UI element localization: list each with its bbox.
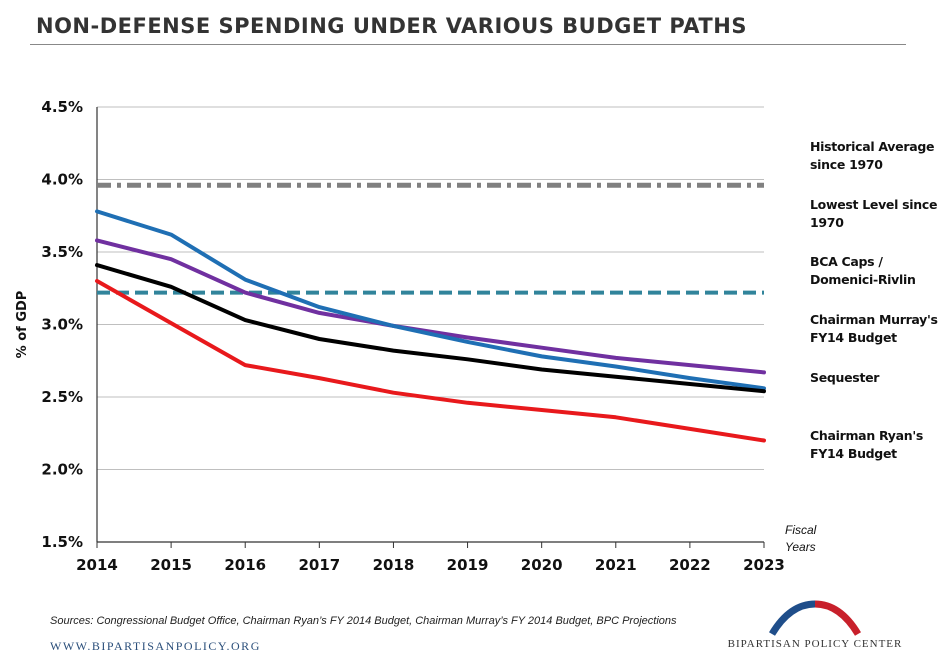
x-tick-label: 2018 [373, 556, 415, 574]
legend-label-line: Chairman Murray's [810, 312, 938, 327]
legend-label-line: 1970 [810, 215, 844, 230]
x-tick-label: 2022 [669, 556, 711, 574]
y-tick-label: 1.5% [41, 533, 83, 551]
legend-label-murray: Chairman Murray's FY14 Budget [810, 311, 940, 347]
line-chart: 1.5% 2.0% 2.5% 3.0% 3.5% 4.0% 4.5% 2014 2015 2016… [15, 98, 785, 574]
bpc-logo: BIPARTISAN POLICY CENTER [720, 598, 910, 658]
x-tick-label: 2023 [743, 556, 785, 574]
x-tick-label: 2021 [595, 556, 637, 574]
bpc-logo-arcs [768, 600, 862, 636]
legend-label-line: FY14 Budget [810, 330, 897, 345]
series-line-chairman-ryan-s-fy14-budget [95, 279, 766, 443]
legend-label-line: Domenici-Rivlin [810, 272, 916, 287]
x-tick-label: 2016 [224, 556, 266, 574]
y-tick-label: 3.0% [41, 316, 83, 334]
series-line-bca-caps-domenici-rivlin [95, 238, 766, 375]
series-line-chairman-murray-s-fy14-budget [95, 209, 766, 391]
legend-label-line: Chairman Ryan's [810, 428, 923, 443]
x-axis-label-line2: Years [785, 540, 816, 554]
sources-note: Sources: Congressional Budget Office, Ch… [50, 615, 677, 627]
legend-label-lowest-level: Lowest Level since 1970 [810, 196, 940, 232]
legend-label-line: BCA Caps / [810, 254, 883, 269]
x-tick-label: 2017 [298, 556, 340, 574]
bpc-logo-text: BIPARTISAN POLICY CENTER [727, 638, 903, 650]
x-axis-label: Fiscal Years [785, 522, 816, 556]
series-line-sequester [95, 263, 766, 394]
y-tick-label: 4.0% [41, 171, 83, 189]
y-tick-label: 2.5% [41, 388, 83, 406]
page-title: NON-DEFENSE SPENDING UNDER VARIOUS BUDGE… [36, 14, 747, 38]
legend-label-line: Lowest Level since [810, 197, 938, 212]
legend-label-line: since 1970 [810, 157, 883, 172]
legend-label-ryan: Chairman Ryan's FY14 Budget [810, 427, 940, 463]
y-tick-label: 4.5% [41, 98, 83, 116]
website-link[interactable]: WWW.BIPARTISANPOLICY.ORG [50, 639, 261, 653]
title-divider [30, 44, 906, 45]
x-tick-label: 2020 [521, 556, 563, 574]
x-tick-label: 2019 [447, 556, 489, 574]
legend-label-line: Sequester [810, 370, 880, 385]
legend-label-line: FY14 Budget [810, 446, 897, 461]
y-tick-label: 3.5% [41, 243, 83, 261]
legend-label-sequester: Sequester [810, 369, 940, 387]
y-axis-label: % of GDP [15, 291, 30, 359]
legend-label-bca-caps: BCA Caps / Domenici-Rivlin [810, 253, 940, 289]
y-tick-label: 2.0% [41, 461, 83, 479]
legend-label-line: Historical Average [810, 139, 935, 154]
x-tick-label: 2015 [150, 556, 192, 574]
legend-label-historical-average: Historical Average since 1970 [810, 138, 940, 174]
x-tick-label: 2014 [76, 556, 118, 574]
x-axis-label-line1: Fiscal [785, 523, 817, 537]
